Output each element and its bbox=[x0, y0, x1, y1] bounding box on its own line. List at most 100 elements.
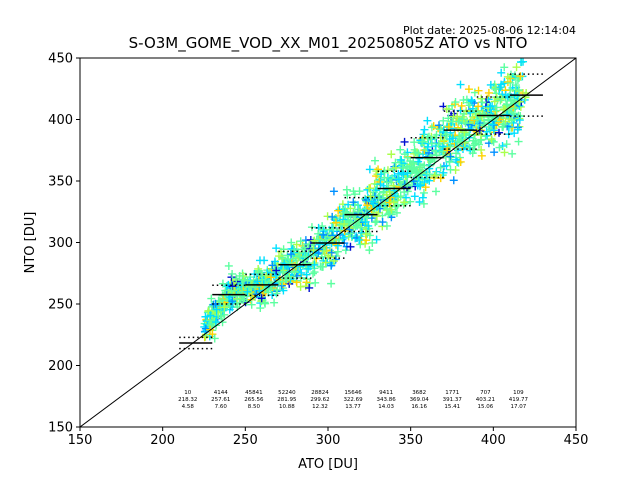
scatter-point bbox=[211, 318, 220, 327]
scatter-point bbox=[235, 298, 244, 307]
scatter-point bbox=[200, 322, 209, 331]
scatter-point bbox=[327, 279, 336, 288]
scatter-point bbox=[296, 262, 305, 271]
scatter-point bbox=[254, 268, 263, 277]
scatter-point bbox=[310, 260, 319, 269]
scatter-point bbox=[466, 108, 475, 117]
scatter-point bbox=[495, 143, 504, 152]
scatter-point bbox=[400, 188, 409, 197]
scatter-point bbox=[253, 277, 262, 286]
scatter-point bbox=[392, 208, 401, 217]
scatter-point bbox=[474, 102, 483, 111]
scatter-point bbox=[350, 190, 359, 199]
scatter-point bbox=[452, 149, 461, 158]
bin-std-label: 4.58 bbox=[182, 404, 195, 410]
scatter-point bbox=[328, 212, 337, 221]
bin-count-label: 52240 bbox=[278, 390, 296, 396]
bin-count-label: 707 bbox=[480, 390, 491, 396]
bin-count-label: 9411 bbox=[379, 390, 393, 396]
scatter-point bbox=[503, 100, 512, 109]
scatter-point bbox=[284, 273, 293, 282]
scatter-point bbox=[305, 240, 314, 249]
scatter-point bbox=[423, 116, 432, 125]
scatter-point bbox=[349, 198, 358, 207]
scatter-point bbox=[418, 137, 427, 146]
scatter-point bbox=[454, 117, 463, 126]
scatter-point bbox=[329, 224, 338, 233]
scatter-point bbox=[345, 218, 354, 227]
scatter-points bbox=[200, 47, 531, 343]
bin-count-label: 10 bbox=[184, 390, 191, 396]
scatter-point bbox=[479, 110, 488, 119]
scatter-point bbox=[208, 330, 217, 339]
scatter-point bbox=[314, 235, 323, 244]
y-tick-label: 400 bbox=[48, 113, 73, 128]
scatter-point bbox=[445, 158, 454, 167]
bin-mean-label: 369.04 bbox=[410, 397, 430, 403]
scatter-point bbox=[332, 240, 341, 249]
scatter-point bbox=[326, 253, 335, 262]
y-tick-label: 300 bbox=[48, 236, 73, 251]
scatter-point bbox=[423, 142, 432, 151]
scatter-point bbox=[361, 239, 370, 248]
scatter-point bbox=[478, 98, 487, 107]
scatter-point bbox=[361, 217, 370, 226]
scatter-point bbox=[409, 158, 418, 167]
scatter-point bbox=[431, 187, 440, 196]
scatter-point bbox=[227, 286, 236, 295]
scatter-point bbox=[511, 104, 520, 113]
scatter-point bbox=[385, 187, 394, 196]
bin-std-label: 8.50 bbox=[248, 404, 261, 410]
scatter-point bbox=[346, 242, 355, 251]
scatter-point bbox=[247, 300, 256, 309]
bin-mean-label: 343.86 bbox=[377, 397, 397, 403]
scatter-point bbox=[285, 258, 294, 267]
scatter-point bbox=[341, 246, 350, 255]
scatter-point bbox=[355, 235, 364, 244]
scatter-point bbox=[394, 175, 403, 184]
scatter-point bbox=[521, 47, 529, 55]
bin-count-label: 1771 bbox=[445, 390, 459, 396]
scatter-point bbox=[266, 273, 275, 282]
scatter-point bbox=[510, 129, 519, 138]
bin-mean-label: 265.56 bbox=[244, 397, 264, 403]
scatter-point bbox=[387, 150, 396, 159]
scatter-point bbox=[327, 248, 336, 257]
scatter-point bbox=[511, 81, 520, 90]
scatter-point bbox=[462, 107, 471, 116]
scatter-point bbox=[363, 185, 372, 194]
scatter-point bbox=[415, 198, 424, 207]
scatter-point bbox=[353, 221, 362, 230]
bin-count-label: 28824 bbox=[311, 390, 329, 396]
scatter-point bbox=[439, 136, 448, 145]
scatter-point bbox=[224, 261, 233, 270]
scatter-point bbox=[370, 156, 379, 165]
bin-std-label: 14.03 bbox=[378, 404, 394, 410]
bin-mean-label: 281.95 bbox=[277, 397, 297, 403]
x-tick-label: 300 bbox=[316, 433, 341, 448]
scatter-point bbox=[365, 165, 374, 174]
scatter-point bbox=[331, 255, 340, 264]
scatter-point bbox=[243, 287, 252, 296]
bin-std-label: 17.07 bbox=[511, 404, 527, 410]
y-tick-label: 150 bbox=[48, 421, 73, 436]
x-tick-label: 350 bbox=[398, 433, 423, 448]
scatter-point bbox=[514, 85, 523, 94]
scatter-point bbox=[364, 221, 373, 230]
scatter-point bbox=[220, 303, 229, 312]
scatter-point bbox=[486, 102, 495, 111]
scatter-point bbox=[494, 128, 503, 137]
scatter-point bbox=[355, 187, 364, 196]
scatter-point bbox=[228, 297, 237, 306]
scatter-point bbox=[260, 256, 269, 265]
scatter-point bbox=[382, 221, 391, 230]
scatter-point bbox=[441, 130, 450, 139]
scatter-point bbox=[472, 115, 481, 124]
scatter-point bbox=[305, 283, 314, 292]
scatter-point bbox=[340, 219, 349, 228]
scatter-point bbox=[497, 94, 506, 103]
scatter-point bbox=[411, 148, 420, 157]
scatter-point bbox=[400, 198, 409, 207]
scatter-point bbox=[470, 145, 479, 154]
